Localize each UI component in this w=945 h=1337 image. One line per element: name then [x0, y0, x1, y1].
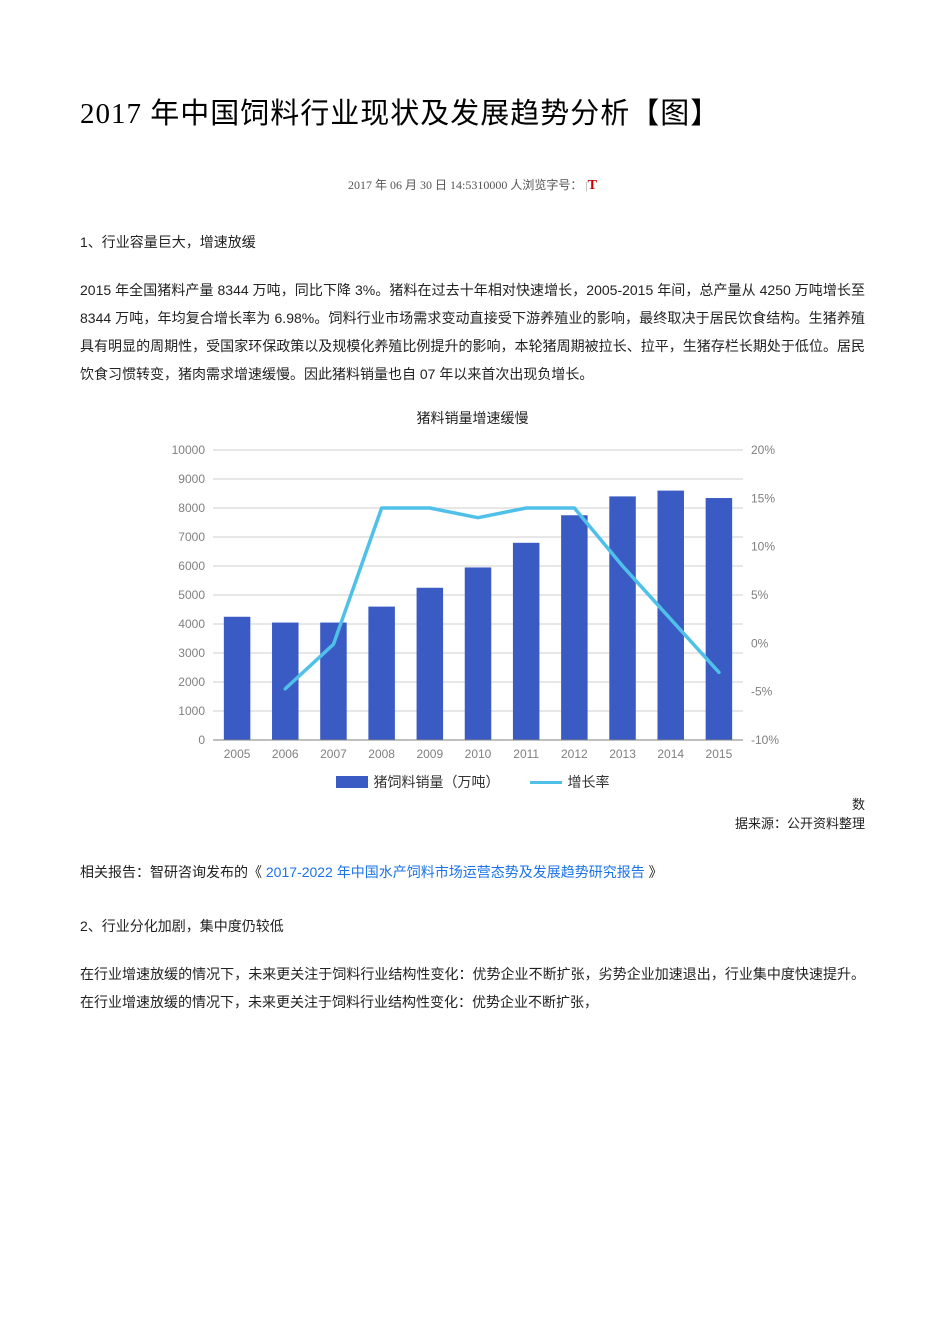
related-suffix: 》 — [649, 864, 663, 880]
svg-text:2011: 2011 — [513, 747, 539, 761]
chart-svg: 0 1000 2000 3000 4000 5000 6000 7000 8000 9000 100… — [153, 438, 793, 768]
legend-line: 增长率 — [530, 772, 610, 792]
meta-row: 2017 年 06 月 30 日 14:5310000 人浏览字号： |T — [80, 176, 865, 194]
svg-text:2009: 2009 — [416, 747, 443, 761]
svg-text:0%: 0% — [751, 636, 769, 650]
svg-text:9000: 9000 — [178, 472, 205, 486]
svg-text:20%: 20% — [751, 443, 775, 457]
svg-text:1000: 1000 — [178, 704, 205, 718]
section-1-heading: 1、行业容量巨大，增速放缓 — [80, 232, 865, 252]
svg-text:2006: 2006 — [271, 747, 298, 761]
font-size-large[interactable]: T — [588, 178, 597, 193]
svg-text:2005: 2005 — [223, 747, 250, 761]
legend-line-swatch — [530, 781, 562, 784]
source-text: 据来源：公开资料整理 — [735, 816, 865, 831]
related-reports: 相关报告：智研咨询发布的《 2017-2022 年中国水产饲料市场运营态势及发展… — [80, 862, 865, 882]
related-link[interactable]: 2017-2022 年中国水产饲料市场运营态势及发展趋势研究报告 — [262, 864, 649, 880]
svg-text:8000: 8000 — [178, 501, 205, 515]
svg-text:3000: 3000 — [178, 646, 205, 660]
svg-text:2013: 2013 — [609, 747, 636, 761]
svg-text:4000: 4000 — [178, 617, 205, 631]
svg-text:0: 0 — [198, 733, 205, 747]
svg-text:6000: 6000 — [178, 559, 205, 573]
svg-text:2000: 2000 — [178, 675, 205, 689]
svg-text:2010: 2010 — [464, 747, 491, 761]
legend-bar: 猪饲料销量（万吨） — [336, 772, 500, 792]
legend-line-label: 增长率 — [568, 772, 610, 792]
legend-bar-swatch — [336, 776, 368, 788]
svg-text:2015: 2015 — [705, 747, 732, 761]
sales-chart: 0 1000 2000 3000 4000 5000 6000 7000 8000 9000 100… — [153, 438, 793, 792]
svg-text:5000: 5000 — [178, 588, 205, 602]
svg-text:10000: 10000 — [171, 443, 205, 457]
svg-text:7000: 7000 — [178, 530, 205, 544]
svg-text:2012: 2012 — [561, 747, 588, 761]
chart-legend: 猪饲料销量（万吨） 增长率 — [153, 772, 793, 792]
chart-source: 数 据来源：公开资料整理 — [80, 794, 865, 832]
svg-text:5%: 5% — [751, 588, 769, 602]
legend-bar-label: 猪饲料销量（万吨） — [374, 772, 500, 792]
svg-text:-10%: -10% — [751, 733, 779, 747]
related-prefix: 相关报告：智研咨询发布的《 — [80, 864, 262, 880]
source-inline-char: 数 — [852, 797, 865, 812]
page-title: 2017 年中国饲料行业现状及发展趋势分析【图】 — [80, 90, 865, 132]
paragraph-2: 在行业增速放缓的情况下，未来更关注于饲料行业结构性变化：优势企业不断扩张，劣势企… — [80, 960, 865, 1016]
section-2-heading: 2、行业分化加剧，集中度仍较低 — [80, 916, 865, 936]
svg-text:2014: 2014 — [657, 747, 684, 761]
svg-text:15%: 15% — [751, 491, 775, 505]
svg-text:10%: 10% — [751, 540, 775, 554]
svg-text:-5%: -5% — [751, 685, 773, 699]
chart-title: 猪料销量增速缓慢 — [80, 408, 865, 428]
svg-text:2007: 2007 — [320, 747, 347, 761]
meta-date: 2017 年 06 月 30 日 14:5310000 人浏览字号： — [348, 178, 582, 192]
paragraph-1: 2015 年全国猪料产量 8344 万吨，同比下降 3%。猪料在过去十年相对快速… — [80, 276, 865, 388]
svg-text:2008: 2008 — [368, 747, 395, 761]
